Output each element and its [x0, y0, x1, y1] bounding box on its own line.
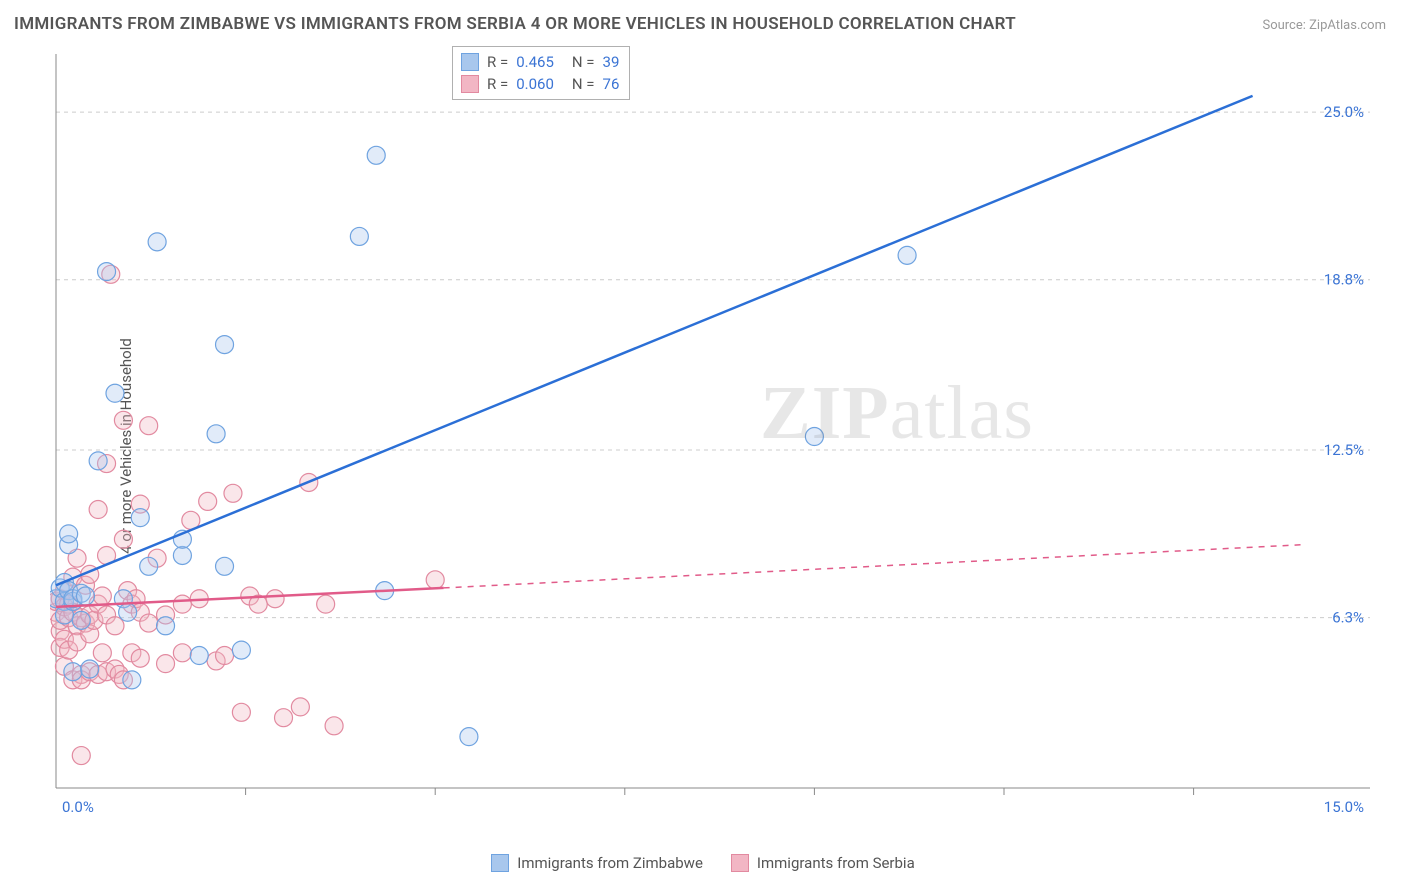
series-legend: Immigrants from Zimbabwe Immigrants from… [0, 854, 1406, 872]
svg-text:25.0%: 25.0% [1324, 103, 1364, 121]
swatch-serbia [731, 854, 749, 872]
legend-row-serbia: R = 0.060 N = 76 [461, 73, 619, 95]
svg-text:15.0%: 15.0% [1324, 798, 1364, 816]
swatch-zimbabwe [491, 854, 509, 872]
legend-item-serbia: Immigrants from Serbia [731, 854, 915, 872]
correlation-legend: R = 0.465 N = 39 R = 0.060 N = 76 [452, 46, 630, 100]
n-value-serbia: 76 [603, 73, 620, 95]
swatch-zimbabwe [461, 53, 479, 71]
r-label: R = [487, 73, 508, 95]
chart-plot-area: 6.3% 12.5% 18.8% 25.0% 0.0% 15.0% [50, 48, 1370, 818]
r-value-zimbabwe: 0.465 [516, 51, 554, 73]
legend-item-zimbabwe: Immigrants from Zimbabwe [491, 854, 703, 872]
n-label: N = [572, 73, 595, 95]
n-value-zimbabwe: 39 [603, 51, 620, 73]
chart-title: IMMIGRANTS FROM ZIMBABWE VS IMMIGRANTS F… [14, 14, 1016, 34]
svg-text:18.8%: 18.8% [1324, 271, 1364, 289]
svg-text:6.3%: 6.3% [1332, 609, 1364, 627]
svg-text:12.5%: 12.5% [1324, 441, 1364, 459]
legend-label-serbia: Immigrants from Serbia [757, 854, 915, 872]
chart-svg: 6.3% 12.5% 18.8% 25.0% 0.0% 15.0% [50, 48, 1370, 818]
n-label: N = [572, 51, 595, 73]
svg-text:0.0%: 0.0% [62, 798, 94, 816]
r-value-serbia: 0.060 [516, 73, 554, 95]
source-attribution: Source: ZipAtlas.com [1262, 18, 1386, 33]
legend-label-zimbabwe: Immigrants from Zimbabwe [517, 854, 703, 872]
swatch-serbia [461, 75, 479, 93]
legend-row-zimbabwe: R = 0.465 N = 39 [461, 51, 619, 73]
r-label: R = [487, 51, 508, 73]
